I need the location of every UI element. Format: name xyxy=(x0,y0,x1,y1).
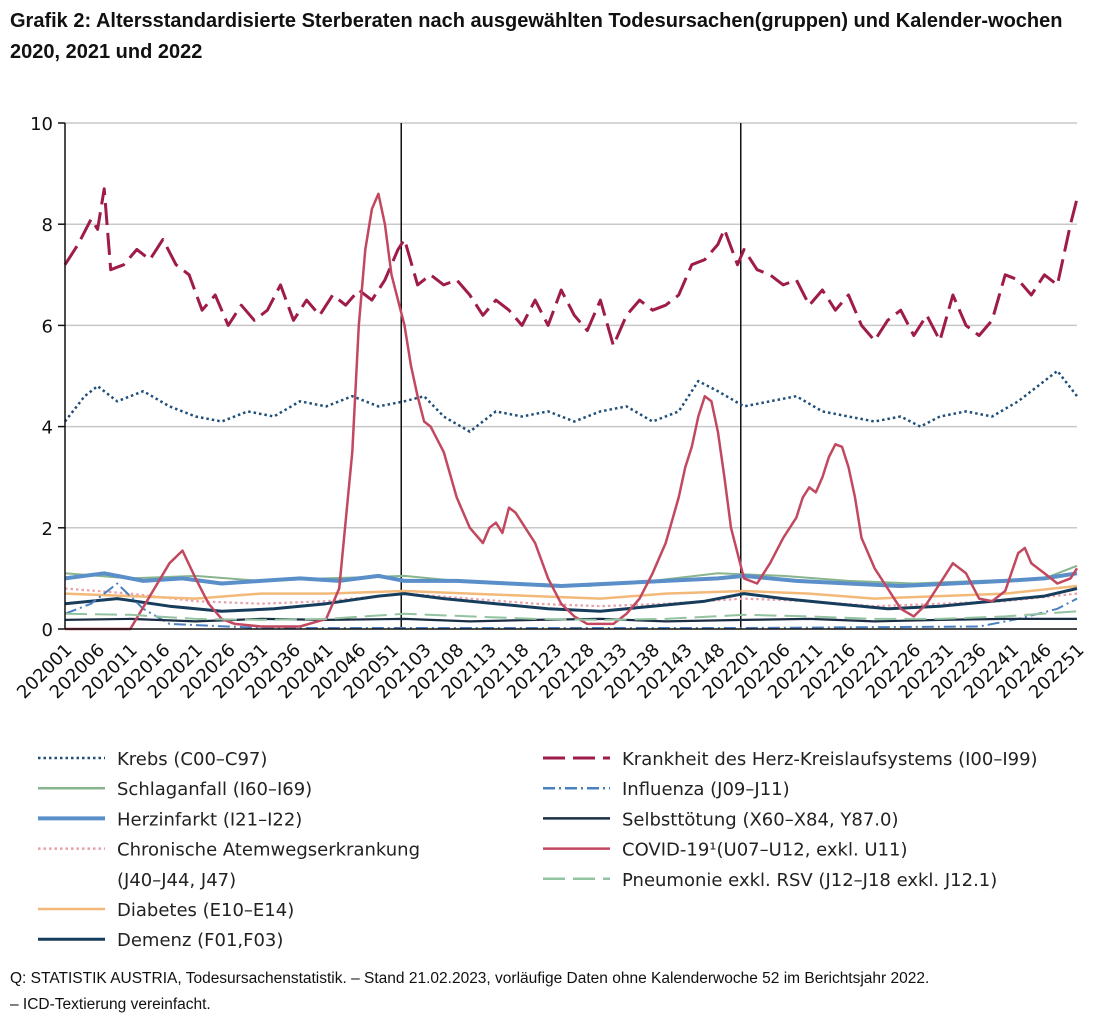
legend-label: Krebs (C00–C97) xyxy=(117,749,267,770)
axes xyxy=(64,123,1077,630)
legend-label: Krankheit des Herz-Kreislaufsystems (I00… xyxy=(622,749,1038,770)
legend-label: Diabetes (E10–E14) xyxy=(117,900,294,921)
y-tick-label: 4 xyxy=(42,418,53,439)
series-line xyxy=(64,610,1078,621)
legend-label: Pneumonie exkl. RSV (J12–J18 exkl. J12.1… xyxy=(622,870,997,891)
y-tick-label: 6 xyxy=(42,316,53,337)
y-tick-label: 10 xyxy=(30,114,53,135)
y-axis-ticks: 0 2 4 6 8 10 xyxy=(30,114,65,641)
chart-title: Grafik 2: Altersstandardisierte Sterbera… xyxy=(10,10,1063,63)
x-axis-ticks: 2020012020062020112020162020212020262020… xyxy=(13,640,1088,703)
series-line xyxy=(64,584,1078,600)
legend-label: Selbsttötung (X60–X84, Y87.0) xyxy=(622,809,899,830)
legend-label: Schlaganfall (I60–I69) xyxy=(117,779,312,800)
series-lines xyxy=(63,187,1079,631)
series-line xyxy=(65,192,1079,631)
legend-label: Influenza (J09–J11) xyxy=(622,779,790,800)
legend: Krebs (C00–C97) Schlaganfall (I60–I69) Her… xyxy=(38,749,1038,951)
gridlines xyxy=(65,122,1077,529)
series-line xyxy=(64,369,1078,433)
legend-label: Demenz (F01,F03) xyxy=(117,930,283,951)
series-line xyxy=(64,571,1078,588)
legend-label: Herzinfarkt (I21–I22) xyxy=(117,809,302,830)
source-line: Q: STATISTIK AUSTRIA, Todesursachenstati… xyxy=(10,970,930,987)
y-tick-label: 0 xyxy=(42,620,53,641)
series-line xyxy=(64,582,1078,629)
chart-figure: 0 2 4 6 8 10 20200120200620201120201620202120… xyxy=(13,114,1088,951)
series-line xyxy=(63,187,1079,348)
source-note: Q: STATISTIK AUSTRIA, Todesursachenstati… xyxy=(10,966,1105,1018)
icd-note: – ICD-Textierung vereinfacht. xyxy=(10,996,211,1013)
year-separators xyxy=(400,123,742,629)
y-tick-label: 2 xyxy=(42,519,53,540)
y-tick-label: 8 xyxy=(42,215,53,236)
legend-label: Chronische Atemwegserkrankung xyxy=(117,840,420,861)
legend-label: COVID-19¹(U07–U12, exkl. U11) xyxy=(622,840,908,861)
series-line xyxy=(64,587,1078,613)
legend-label: (J40–J44, J47) xyxy=(117,870,236,891)
